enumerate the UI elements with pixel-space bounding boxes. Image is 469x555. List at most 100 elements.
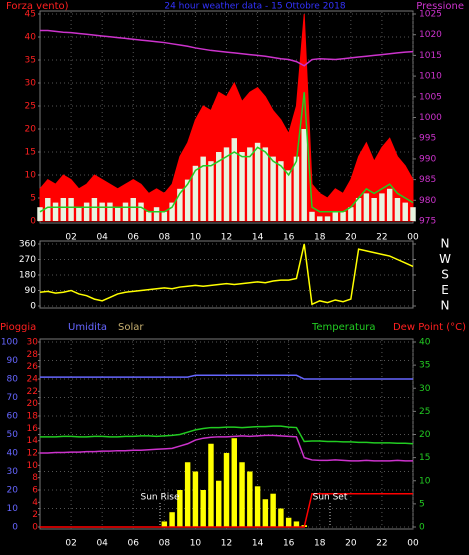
y-tick-label: 20: [7, 486, 19, 496]
bar: [254, 486, 261, 527]
y2-tick-label: 1010: [419, 72, 442, 82]
y-tick-label: 90: [25, 286, 37, 296]
y2-tick-label: E: [441, 283, 449, 297]
bar: [223, 453, 230, 527]
line: [40, 29, 414, 67]
x-tick-label: 06: [128, 233, 140, 243]
bar: [114, 207, 121, 221]
bar: [161, 211, 168, 221]
bar: [270, 156, 276, 221]
y2-tick-label: 10: [419, 476, 431, 486]
y-tick-label: 45: [25, 10, 36, 20]
bar: [177, 490, 183, 527]
bar: [332, 211, 339, 221]
y2-tick-label: 1025: [419, 10, 442, 20]
y3-tick-label: 26: [27, 362, 39, 372]
y-tick-label: 80: [7, 375, 19, 385]
axis-label: Solar: [118, 322, 144, 333]
bar: [348, 207, 354, 221]
bar: [200, 156, 206, 221]
y2-tick-label: 15: [419, 453, 430, 463]
bar: [130, 198, 136, 221]
bar: [410, 207, 416, 221]
x-tick-label: 14: [252, 233, 264, 243]
x-tick-label: 08: [159, 233, 171, 243]
bar: [340, 211, 346, 221]
bar: [223, 147, 230, 221]
bar: [107, 202, 113, 221]
y3-tick-label: 28: [27, 350, 39, 360]
y2-tick-label: 5: [419, 499, 425, 509]
y-tick-label: 30: [7, 467, 19, 477]
y-tick-label: 40: [7, 449, 19, 459]
axis-label: Pioggia: [0, 322, 36, 333]
y-tick-label: 25: [25, 102, 36, 112]
x-tick-label: 04: [96, 539, 108, 549]
y3-tick-label: 30: [27, 338, 39, 348]
bar: [293, 156, 300, 221]
axis-label: Umidita: [68, 322, 107, 333]
y-tick-label: 70: [7, 393, 19, 403]
x-tick-label: 14: [252, 539, 264, 549]
bar: [45, 198, 51, 221]
y3-tick-label: 12: [27, 449, 38, 459]
y3-tick-label: 16: [27, 424, 39, 434]
bar: [161, 521, 168, 527]
annotation: Sun Rise: [141, 493, 180, 503]
bar: [285, 517, 292, 527]
bar: [247, 147, 253, 221]
y-tick-label: 0: [30, 302, 36, 312]
bar: [153, 207, 160, 221]
bar: [146, 211, 152, 221]
line: [39, 92, 414, 213]
bar: [192, 165, 199, 221]
y2-tick-label: 35: [419, 361, 430, 371]
bar: [76, 207, 82, 221]
x-tick-label: 00: [407, 539, 419, 549]
x-tick-label: 10: [190, 233, 202, 243]
bar: [138, 202, 144, 221]
y3-tick-label: 24: [27, 375, 39, 385]
y-tick-label: 5: [30, 194, 36, 204]
bar: [184, 462, 191, 527]
y2-tick-label: N: [441, 237, 450, 251]
y3-tick-label: 6: [32, 486, 38, 496]
axis-label: Temperatura: [311, 322, 376, 333]
x-tick-label: 08: [159, 539, 171, 549]
y3-tick-label: 2: [32, 510, 38, 520]
bar: [68, 198, 74, 221]
y2-tick-label: N: [441, 299, 450, 313]
y-tick-label: 0: [12, 523, 18, 533]
y2-tick-label: W: [439, 252, 451, 266]
y2-tick-label: 40: [419, 338, 431, 348]
y-tick-label: 90: [7, 356, 19, 366]
bar: [52, 202, 59, 221]
bar: [278, 161, 284, 221]
y-tick-label: 0: [30, 217, 36, 227]
line: [39, 243, 414, 306]
y2-tick-label: 1020: [419, 30, 442, 40]
bar: [60, 198, 67, 221]
y-tick-label: 30: [25, 79, 37, 89]
y3-tick-label: 22: [27, 387, 38, 397]
bar: [402, 202, 408, 221]
y2-tick-label: 1015: [419, 51, 442, 61]
y3-tick-label: 18: [27, 412, 39, 422]
chart-title: 24 hour weather data - 15 Ottobre 2018: [164, 2, 346, 12]
y-tick-label: 10: [25, 171, 37, 181]
x-tick-label: 18: [314, 539, 326, 549]
bar: [285, 170, 292, 221]
x-tick-label: 16: [283, 233, 295, 243]
bar: [231, 438, 237, 527]
x-tick-label: 22: [376, 233, 387, 243]
y-tick-label: 20: [25, 125, 37, 135]
y2-tick-label: S: [441, 268, 449, 282]
y-tick-label: 10: [7, 504, 19, 514]
bar: [208, 161, 214, 221]
bar: [262, 499, 269, 527]
y-tick-label: 50: [7, 430, 19, 440]
x-tick-label: 02: [65, 539, 76, 549]
y2-tick-label: 25: [419, 407, 430, 417]
bar: [208, 443, 214, 527]
bar: [254, 142, 261, 221]
